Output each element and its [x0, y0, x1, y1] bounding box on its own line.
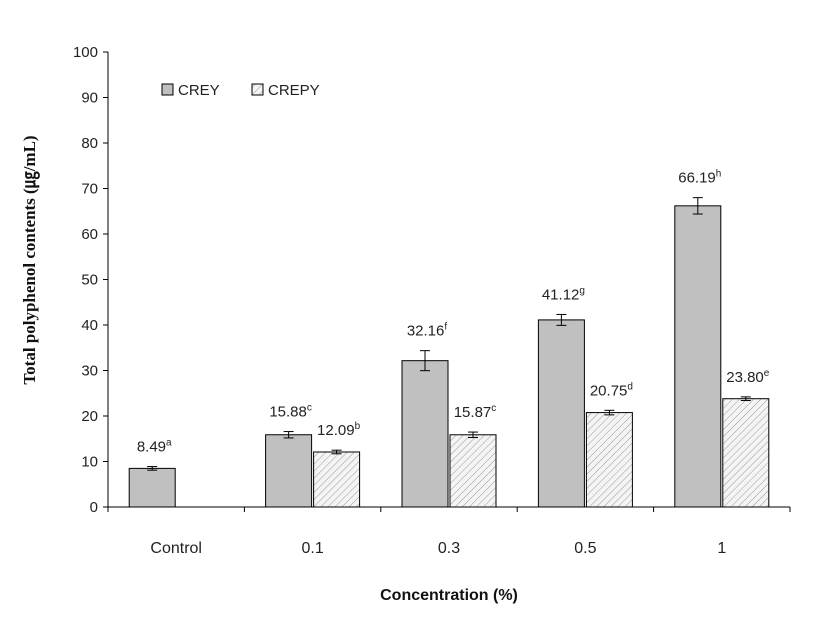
y-tick-label: 30 [81, 363, 98, 380]
x-tick-label: 0.1 [301, 540, 323, 557]
legend: CREY CREPY [161, 82, 320, 99]
bar-crey-0-1 [265, 434, 313, 508]
legend-swatch-crepy [251, 83, 264, 96]
data-label-superscript: e [764, 368, 770, 379]
bar-crepy-0-3 [449, 434, 497, 508]
bar-crey-0-3 [401, 360, 449, 508]
data-label: 15.88c [269, 403, 312, 421]
x-tick-label: 0.3 [438, 540, 460, 557]
y-tick-label: 10 [81, 454, 98, 471]
x-tick-label: Control [150, 540, 202, 557]
data-label-value: 41.12 [542, 286, 580, 303]
data-label-superscript: c [491, 403, 496, 414]
axes: 0 10 20 30 40 50 60 70 80 90 100 Control 0.1 0.3 0.5 1 [73, 44, 791, 557]
data-label-value: 32.16 [407, 323, 445, 340]
y-tick-label: 100 [73, 44, 98, 61]
legend-swatch-crey [161, 83, 174, 96]
y-tick-label: 0 [90, 499, 98, 516]
data-label: 66.19h [678, 169, 721, 187]
data-label: 20.75d [590, 381, 633, 399]
data-label-superscript: a [166, 438, 172, 449]
data-label-superscript: f [444, 322, 447, 333]
x-tick-label: 1 [717, 540, 726, 557]
x-tick-label: 0.5 [574, 540, 596, 557]
data-label-value: 15.88 [269, 404, 307, 421]
data-label-value: 23.80 [726, 369, 764, 386]
bar-crey-Control [128, 467, 176, 508]
bar-crey-0-5 [537, 319, 585, 508]
y-tick-label: 80 [81, 135, 98, 152]
x-axis-label: Concentration (%) [380, 587, 518, 604]
bar-crepy-0-1 [313, 451, 361, 508]
data-label: 8.49a [137, 438, 172, 456]
y-tick-label: 40 [81, 317, 98, 334]
data-label-superscript: c [307, 403, 312, 414]
data-labels-group: 8.49a15.88c32.16f41.12g66.19h12.09b15.87… [137, 169, 770, 456]
data-label-value: 8.49 [137, 439, 166, 456]
data-label: 15.87c [454, 403, 497, 421]
data-label-superscript: g [579, 285, 585, 296]
y-tick-label: 20 [81, 408, 98, 425]
y-axis-label: Total polyphenol contents (㎍/mL) [20, 135, 41, 384]
data-label: 32.16f [407, 322, 448, 340]
data-label: 41.12g [542, 285, 585, 303]
data-label-value: 20.75 [590, 382, 628, 399]
data-label: 23.80e [726, 368, 770, 386]
data-label-superscript: b [355, 421, 361, 432]
y-tick-label: 60 [81, 226, 98, 243]
data-label-value: 66.19 [678, 170, 716, 187]
y-tick-label: 90 [81, 90, 98, 107]
y-tick-label: 50 [81, 272, 98, 289]
data-label-superscript: h [716, 169, 722, 180]
bars-group [128, 197, 770, 508]
bar-crepy-1 [722, 398, 770, 508]
data-label: 12.09b [317, 421, 361, 439]
y-tick-label: 70 [81, 181, 98, 198]
bar-crey-1 [674, 205, 722, 508]
data-label-value: 15.87 [454, 404, 492, 421]
legend-label-crepy: CREPY [268, 82, 320, 99]
data-label-superscript: d [627, 381, 633, 392]
bar-crepy-0-5 [585, 412, 633, 508]
legend-label-crey: CREY [178, 82, 220, 99]
data-label-value: 12.09 [317, 422, 355, 439]
